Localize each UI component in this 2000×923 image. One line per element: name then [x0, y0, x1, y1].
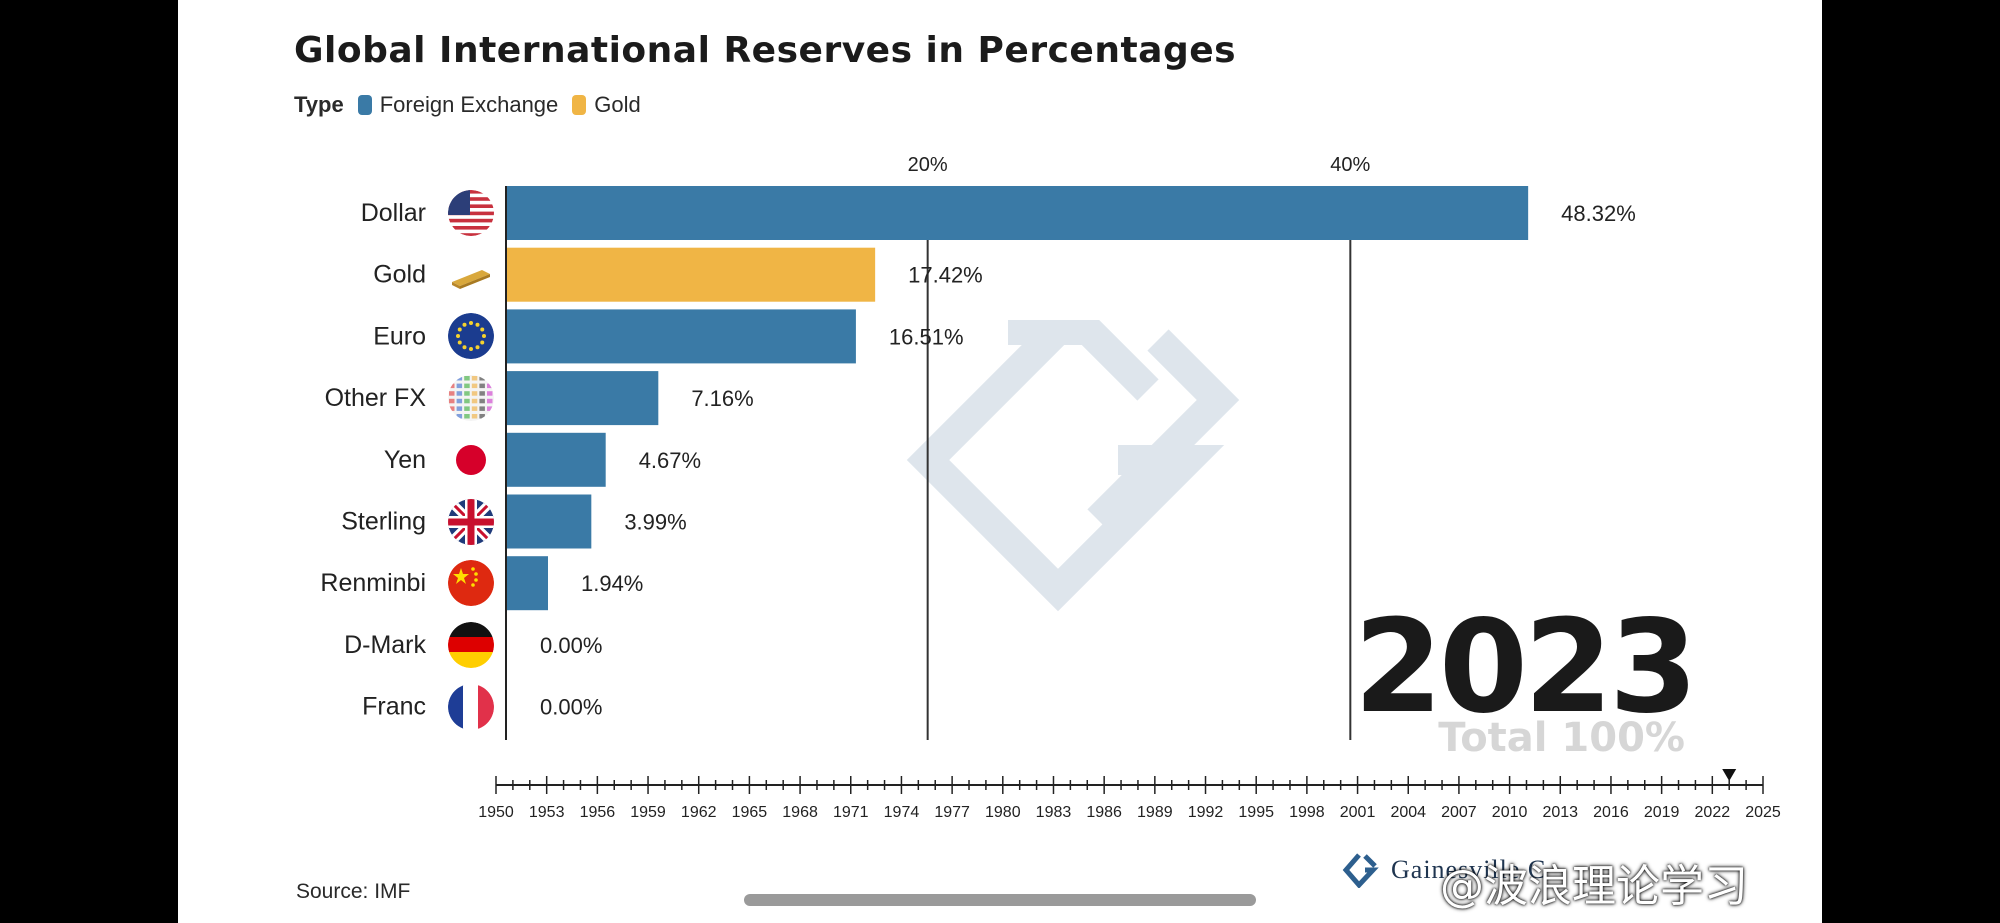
- timeline-year-label: 1980: [985, 804, 1021, 821]
- chart-title: Global International Reserves in Percent…: [294, 30, 1237, 71]
- value-label: 48.32%: [1561, 201, 1636, 226]
- category-label: Dollar: [361, 199, 426, 227]
- timeline-year-label: 1950: [478, 804, 514, 821]
- legend-text-gold: Gold: [594, 92, 641, 117]
- timeline-year-label: 2007: [1441, 804, 1477, 821]
- bar-chart: 20% 40% 48.32% Dollar 17.42% Gold 16.51% Euro 7…: [320, 154, 1781, 821]
- timeline-year-label: 2016: [1593, 804, 1629, 821]
- legend-text-foreign-exchange: Foreign Exchange: [379, 92, 559, 117]
- brand-logo: Gainesville C: [1341, 852, 1546, 888]
- timeline-year-label: 2019: [1644, 804, 1680, 821]
- timeline-year-label: 1995: [1238, 804, 1274, 821]
- timeline-year-label: 1956: [580, 804, 616, 821]
- category-label: Other FX: [325, 384, 427, 412]
- x-tick-label: 20%: [908, 154, 948, 176]
- timeline-year-label: 1971: [833, 804, 869, 821]
- bar-euro: [507, 309, 856, 364]
- value-label: 7.16%: [691, 386, 753, 411]
- category-label: D-Mark: [344, 631, 426, 659]
- legend: Type Foreign Exchange Gold: [294, 92, 655, 118]
- value-label: 0.00%: [540, 633, 602, 658]
- value-label: 1.94%: [581, 571, 643, 596]
- total-label: Total 100%: [1438, 715, 1685, 761]
- timeline-year-label: 1968: [782, 804, 818, 821]
- category-label: Euro: [373, 322, 426, 350]
- category-label: Franc: [362, 693, 426, 721]
- category-label: Yen: [384, 446, 426, 474]
- timeline-year-label: 1998: [1289, 804, 1325, 821]
- value-label: 0.00%: [540, 695, 602, 720]
- timeline-year-label: 1986: [1086, 804, 1122, 821]
- bar-sterling: [507, 494, 592, 549]
- timeline-year-label: 1959: [630, 804, 666, 821]
- timeline-year-label: 2022: [1695, 804, 1731, 821]
- value-label: 4.67%: [639, 448, 701, 473]
- timeline-year-label: 1992: [1188, 804, 1224, 821]
- china-flag-icon: [448, 560, 494, 607]
- bar-other-fx: [507, 371, 659, 426]
- gold-bar-icon: [448, 252, 494, 298]
- timeline-year-label: 2001: [1340, 804, 1376, 821]
- timeline-year-label: 1953: [529, 804, 565, 821]
- timeline-axis: 1950 1953 1956 1959 1962 1965 1968 1971 1974 1977…: [478, 769, 1781, 821]
- us-flag-icon: [448, 190, 494, 236]
- timeline-year-label: 1983: [1036, 804, 1072, 821]
- category-label: Renminbi: [320, 569, 426, 597]
- bar-yen: [507, 432, 606, 487]
- year-display: 2023: [1353, 593, 1698, 742]
- uk-flag-icon: [448, 498, 494, 545]
- weibo-watermark: @波浪理论学习: [1440, 861, 1748, 912]
- legend-label: Type: [294, 92, 344, 117]
- timeline-year-label: 1974: [884, 804, 920, 821]
- legend-swatch-gold: [572, 95, 587, 115]
- category-label: Sterling: [341, 508, 426, 536]
- timeline-year-label: 2025: [1745, 804, 1781, 821]
- category-label: Gold: [373, 261, 426, 289]
- france-flag-icon: [448, 683, 494, 730]
- brand-name: Gainesville C: [1391, 855, 1547, 884]
- bars: 48.32% Dollar 17.42% Gold 16.51% Euro 7.16% Oth…: [320, 186, 1636, 721]
- timeline-year-label: 2013: [1542, 804, 1578, 821]
- x-tick-label: 40%: [1330, 154, 1370, 176]
- gainesville-logo-watermark: [906, 320, 1240, 612]
- timeline-year-label: 1989: [1137, 804, 1173, 821]
- world-flags-icon: [448, 375, 494, 422]
- bar-gold: [507, 247, 876, 302]
- legend-item-foreign-exchange: Foreign Exchange: [357, 92, 559, 118]
- legend-swatch-foreign-exchange: [357, 95, 372, 115]
- value-label: 16.51%: [889, 324, 964, 349]
- timeline-year-label: 1977: [934, 804, 970, 821]
- bar-dollar: [507, 186, 1529, 240]
- gridlines: 20% 40%: [505, 154, 1371, 740]
- bar-renminbi: [507, 556, 548, 611]
- chart-panel: Global International Reserves in Percent…: [178, 0, 1822, 923]
- legend-item-gold: Gold: [572, 92, 641, 118]
- germany-flag-icon: [448, 621, 494, 668]
- timeline-year-label: 1962: [681, 804, 717, 821]
- timeline-year-label: 2010: [1492, 804, 1528, 821]
- value-label: 3.99%: [624, 510, 686, 535]
- current-year-marker: [1722, 769, 1737, 781]
- eu-flag-icon: [448, 313, 494, 360]
- home-indicator[interactable]: [744, 894, 1256, 906]
- gainesville-logo-icon: [1342, 853, 1379, 888]
- japan-flag-icon: [448, 436, 494, 483]
- timeline-year-label: 1965: [732, 804, 768, 821]
- timeline-year-label: 2004: [1390, 804, 1426, 821]
- value-label: 17.42%: [908, 263, 983, 288]
- source-note: Source: IMF: [296, 880, 411, 903]
